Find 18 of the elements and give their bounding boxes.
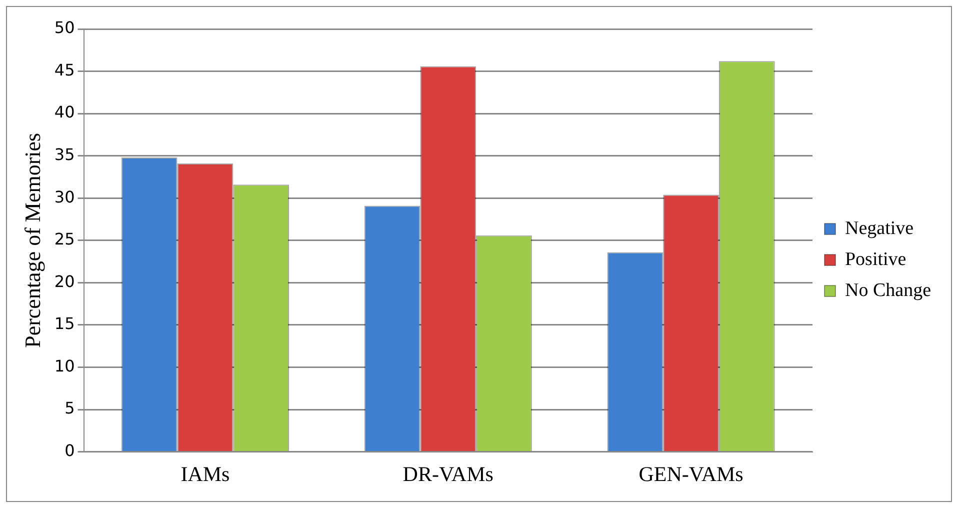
y-tick-label: 0 — [64, 440, 75, 460]
y-tick-label: 50 — [54, 18, 75, 38]
y-tick-label: 40 — [54, 102, 75, 122]
legend-label: No Change — [844, 280, 932, 301]
y-tick-label: 25 — [54, 230, 75, 249]
y-tick-label: 20 — [54, 272, 75, 291]
legend-label: Negative — [844, 218, 914, 239]
y-tick-label: 15 — [54, 314, 75, 334]
y-tick-label: 30 — [54, 187, 75, 206]
x-tick-label: GEN-VAMs — [638, 462, 744, 486]
y-tick-label: 10 — [54, 356, 75, 376]
x-tick-label: IAMs — [180, 462, 230, 486]
x-tick-label: DR-VAMs — [402, 462, 494, 486]
legend-label: Positive — [844, 248, 906, 270]
y-tick-label: 5 — [64, 398, 75, 418]
y-axis-title: Percentage of Memories — [20, 132, 45, 348]
y-tick-label: 45 — [54, 60, 75, 80]
y-tick-label: 35 — [54, 144, 75, 164]
